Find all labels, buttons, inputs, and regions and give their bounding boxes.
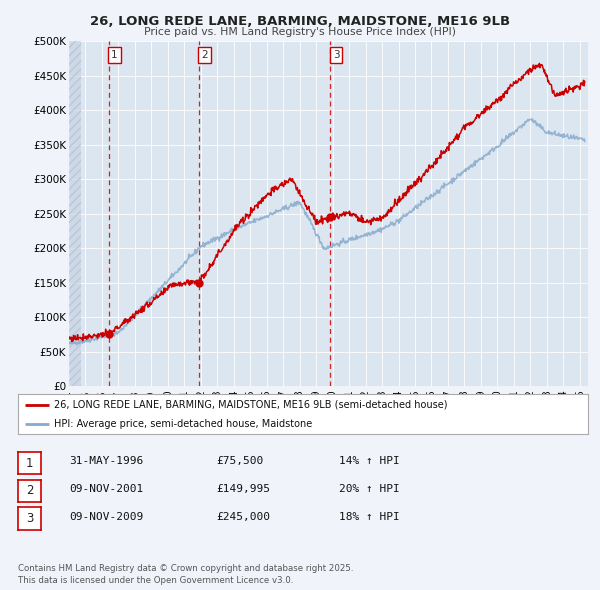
Text: £75,500: £75,500 [216, 457, 263, 466]
Text: 2: 2 [26, 484, 33, 497]
Text: 09-NOV-2009: 09-NOV-2009 [69, 512, 143, 522]
Text: HPI: Average price, semi-detached house, Maidstone: HPI: Average price, semi-detached house,… [54, 419, 312, 428]
Text: 1: 1 [111, 50, 118, 60]
Text: 14% ↑ HPI: 14% ↑ HPI [339, 457, 400, 466]
Text: 3: 3 [26, 512, 33, 525]
Text: 3: 3 [333, 50, 340, 60]
Text: £245,000: £245,000 [216, 512, 270, 522]
Text: £149,995: £149,995 [216, 484, 270, 494]
Text: Price paid vs. HM Land Registry's House Price Index (HPI): Price paid vs. HM Land Registry's House … [144, 27, 456, 37]
Text: 09-NOV-2001: 09-NOV-2001 [69, 484, 143, 494]
Text: 1: 1 [26, 457, 33, 470]
Text: 26, LONG REDE LANE, BARMING, MAIDSTONE, ME16 9LB: 26, LONG REDE LANE, BARMING, MAIDSTONE, … [90, 15, 510, 28]
Text: Contains HM Land Registry data © Crown copyright and database right 2025.
This d: Contains HM Land Registry data © Crown c… [18, 564, 353, 585]
Text: 18% ↑ HPI: 18% ↑ HPI [339, 512, 400, 522]
Text: 20% ↑ HPI: 20% ↑ HPI [339, 484, 400, 494]
Text: 2: 2 [201, 50, 208, 60]
Text: 31-MAY-1996: 31-MAY-1996 [69, 457, 143, 466]
Text: 26, LONG REDE LANE, BARMING, MAIDSTONE, ME16 9LB (semi-detached house): 26, LONG REDE LANE, BARMING, MAIDSTONE, … [54, 400, 448, 410]
